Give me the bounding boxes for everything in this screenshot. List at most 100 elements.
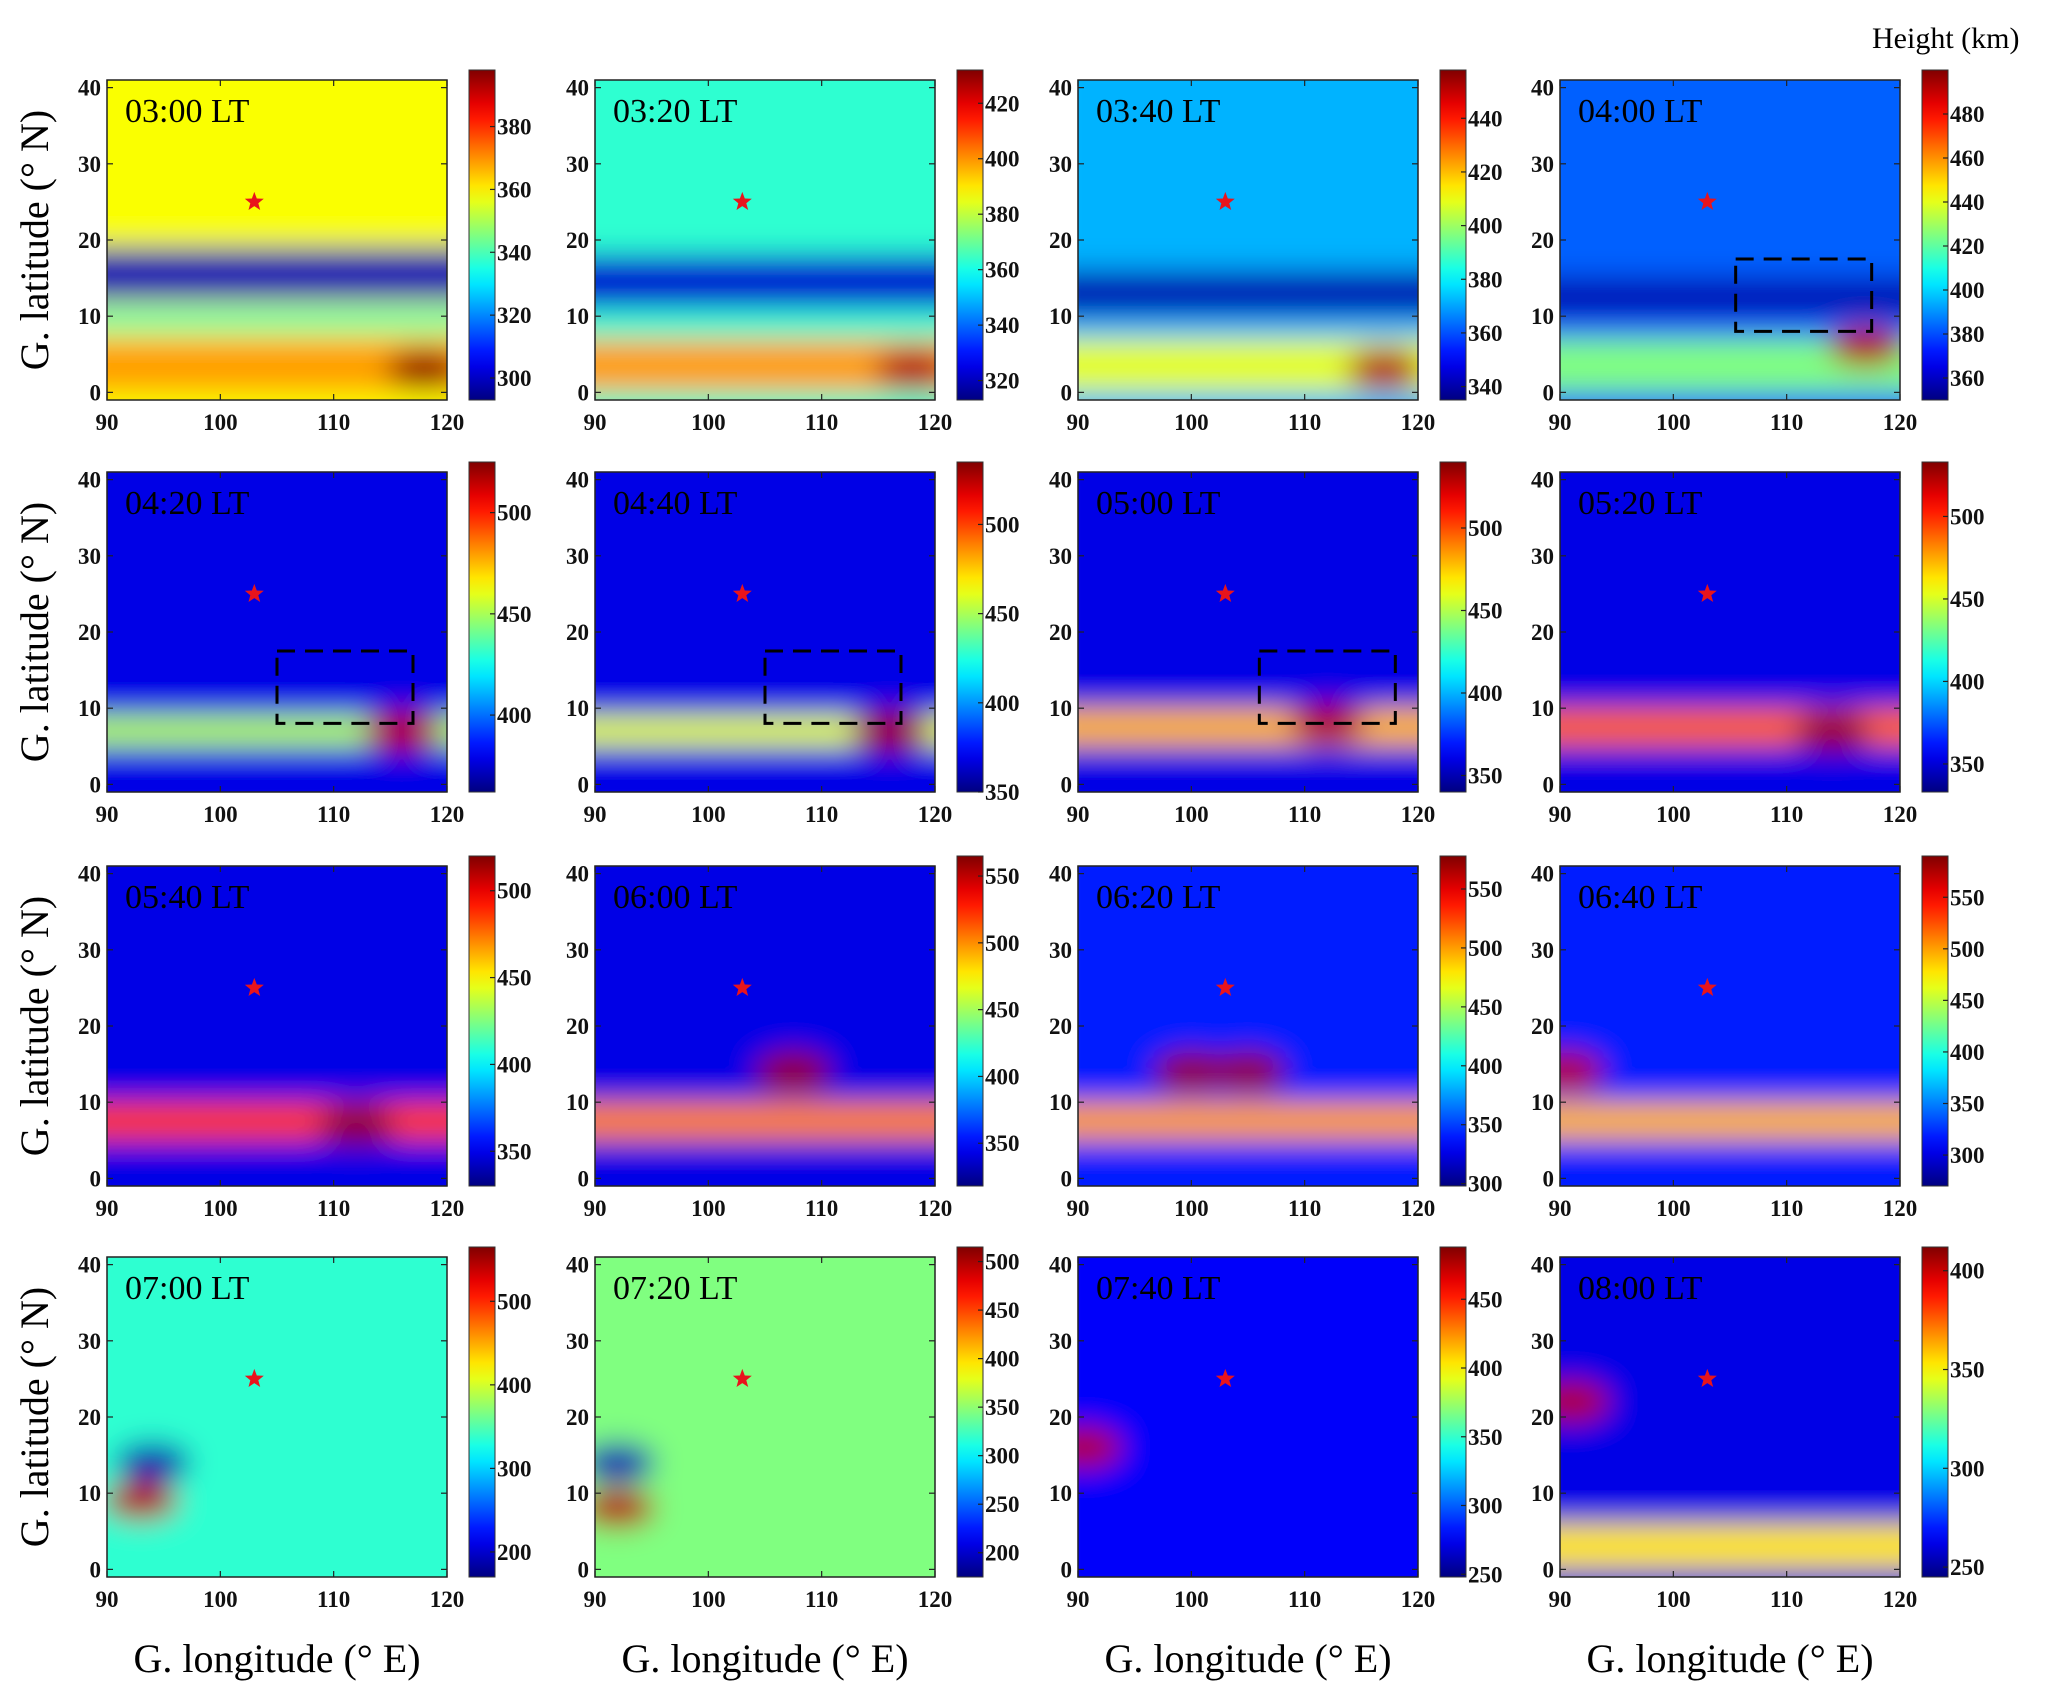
x-tick-label: 90 (584, 1587, 607, 1612)
x-tick-label: 120 (918, 1587, 953, 1612)
heatmap (1560, 866, 1900, 1186)
y-tick-label: 10 (566, 1090, 589, 1115)
x-tick-label: 120 (918, 802, 953, 827)
x-tick-label: 90 (1067, 802, 1090, 827)
x-tick-label: 90 (96, 802, 119, 827)
panel-time-label: 03:00 LT (125, 93, 250, 130)
colorbar-tick-label: 400 (985, 147, 1020, 172)
colorbar (468, 855, 496, 1187)
colorbar-tick-label: 450 (497, 602, 532, 627)
colorbar-tick-label: 400 (1468, 1356, 1503, 1381)
epicenter-star-icon (1697, 1368, 1717, 1387)
heatmap (1078, 866, 1418, 1186)
y-tick-label: 10 (1531, 696, 1554, 721)
panel-time-label: 04:40 LT (613, 485, 738, 522)
highlight-box (763, 649, 903, 725)
heatmap (1078, 472, 1418, 792)
heatmap-band (107, 247, 447, 301)
y-tick-label: 10 (1049, 1090, 1072, 1115)
x-tick-label: 100 (1656, 802, 1691, 827)
panel-time-label: 03:20 LT (613, 93, 738, 130)
y-tick-label: 10 (78, 304, 101, 329)
x-tick-label: 120 (1883, 1196, 1918, 1221)
heatmap-background (107, 1257, 447, 1577)
heatmap-blob (595, 1488, 656, 1529)
heatmap-background (1078, 1257, 1418, 1577)
epicenter-star-icon (244, 1368, 264, 1387)
colorbar-tick-label: 480 (1950, 102, 1985, 127)
colorbar-tick-label: 400 (1468, 214, 1503, 239)
panel-time-label: 06:00 LT (613, 879, 738, 916)
y-tick-label: 20 (566, 228, 589, 253)
panel-04-00-lt: 90 100 110 120 0 10 20 30 40 04:00 LT 360 380 400 420… (1531, 69, 1985, 435)
colorbar-tick-label: 400 (1950, 1040, 1985, 1065)
y-tick-label: 20 (566, 1405, 589, 1430)
heatmap-blob (1289, 703, 1366, 744)
colorbar-tick-label: 300 (1950, 1456, 1985, 1481)
y-tick-label: 0 (578, 1166, 590, 1191)
epicenter-star-icon (1697, 583, 1717, 602)
y-tick-label: 30 (78, 938, 101, 963)
heatmap-band (1560, 1523, 1900, 1570)
colorbar-tick-label: 250 (985, 1492, 1020, 1517)
y-tick-label: 0 (1543, 380, 1555, 405)
colorbar-tick-label: 350 (985, 1395, 1020, 1420)
x-tick-label: 110 (805, 802, 838, 827)
heatmap (595, 80, 935, 400)
panel-time-label: 06:40 LT (1578, 879, 1703, 916)
colorbar-tick-label: 400 (497, 1373, 532, 1398)
epicenter-star-icon (1215, 583, 1235, 602)
panel-06-00-lt: 90 100 110 120 0 10 20 30 40 06:00 LT 350 400 450 500… (566, 855, 1020, 1221)
epicenter-star-icon (732, 1368, 752, 1387)
colorbar (1439, 461, 1467, 793)
panel-07-00-lt: 90 100 110 120 0 10 20 30 40 07:00 LT 200 300 400 500… (12, 1246, 532, 1681)
y-tick-label: 20 (566, 1014, 589, 1039)
colorbar-tick-label: 350 (1950, 1092, 1985, 1117)
y-tick-label: 10 (566, 1481, 589, 1506)
epicenter-star-icon (244, 977, 264, 996)
heatmap-blob (595, 1442, 656, 1483)
x-tick-label: 90 (584, 802, 607, 827)
colorbar-tick-label: 420 (985, 91, 1020, 116)
panel-03-40-lt: 90 100 110 120 0 10 20 30 40 03:40 LT 340 360 380 400… (1049, 69, 1503, 435)
epicenter-star-icon (1215, 977, 1235, 996)
heatmap (1560, 80, 1900, 400)
x-tick-label: 90 (1549, 802, 1572, 827)
y-tick-label: 40 (1049, 862, 1072, 887)
y-axis-title: G. latitude (° N) (12, 502, 57, 762)
y-tick-label: 10 (1049, 1481, 1072, 1506)
heatmap-blob (318, 1105, 395, 1146)
heatmap-blob (1210, 1051, 1286, 1092)
x-tick-label: 90 (1549, 410, 1572, 435)
x-tick-label: 120 (918, 410, 953, 435)
colorbar-tick-label: 550 (1950, 885, 1985, 910)
x-tick-label: 100 (1656, 410, 1691, 435)
panel-time-label: 07:20 LT (613, 1270, 738, 1307)
colorbar-tick-label: 380 (1468, 267, 1503, 292)
y-tick-label: 0 (90, 772, 102, 797)
x-tick-label: 110 (805, 410, 838, 435)
colorbar-tick-label: 300 (1468, 1172, 1503, 1197)
y-tick-label: 0 (1061, 1557, 1073, 1582)
y-tick-label: 20 (1531, 1405, 1554, 1430)
colorbar-tick-label: 250 (1468, 1562, 1503, 1587)
heatmap (1078, 80, 1418, 400)
colorbar-tick-label: 250 (1950, 1555, 1985, 1580)
heatmap-band (107, 1102, 447, 1141)
colorbar (468, 69, 496, 401)
heatmap (595, 1257, 935, 1577)
x-tick-label: 120 (918, 1196, 953, 1221)
heatmap-blob (114, 1442, 191, 1483)
heatmap-band (1078, 270, 1418, 317)
x-tick-label: 120 (430, 410, 465, 435)
x-tick-label: 110 (1770, 1587, 1803, 1612)
y-tick-label: 40 (566, 76, 589, 101)
panel-time-label: 06:20 LT (1096, 879, 1221, 916)
colorbar-tick-label: 400 (1950, 278, 1985, 303)
x-tick-label: 110 (1770, 1196, 1803, 1221)
heatmap-blob (874, 349, 935, 390)
colorbar-tick-label: 200 (497, 1540, 532, 1565)
colorbar-tick-label: 200 (985, 1541, 1020, 1566)
x-tick-label: 120 (1883, 410, 1918, 435)
panel-time-label: 04:00 LT (1578, 93, 1703, 130)
